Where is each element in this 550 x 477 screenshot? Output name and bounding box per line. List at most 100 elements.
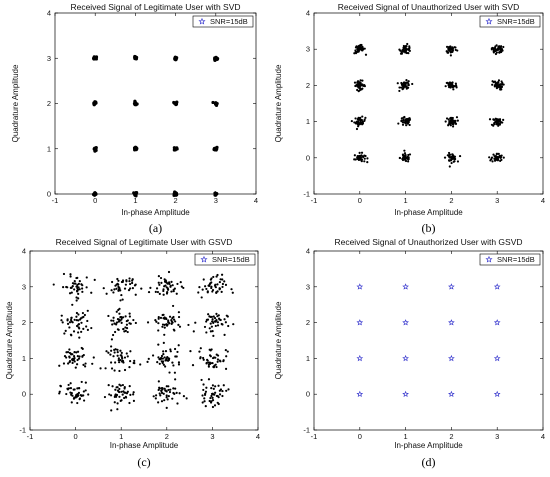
data-point [408,153,412,156]
data-point [492,153,495,156]
data-point [163,356,166,359]
y-tick-label: 3 [306,45,310,54]
data-point [162,313,165,316]
data-point [407,80,410,83]
data-point [66,319,69,322]
y-axis-label: Quadrature Amplitude [5,301,14,379]
x-tick-label: 0 [358,196,362,205]
data-point [451,122,454,126]
data-point [78,397,82,400]
data-point [72,388,75,391]
data-point [134,321,137,325]
data-point [447,159,451,162]
x-tick-label: 3 [214,196,218,205]
y-tick-label: -1 [19,426,26,435]
data-point [110,367,114,370]
data-point [498,85,501,88]
data-point [131,281,134,285]
data-point [458,154,462,158]
data-point [177,311,181,314]
data-point [204,392,207,395]
data-point [66,322,70,326]
data-point [102,287,105,290]
data-point [116,354,119,357]
data-point [443,156,447,159]
data-point [174,378,177,381]
data-point [107,384,110,387]
data-point [221,394,224,398]
data-point [356,354,364,362]
data-point [407,160,410,163]
data-point [125,352,128,355]
data-point [357,121,360,124]
data-point [493,319,501,326]
data-point [400,81,403,85]
data-point [146,321,150,324]
data-point [125,319,128,323]
data-point [72,397,76,400]
data-point [397,122,400,125]
data-point [361,79,364,82]
data-point [500,88,503,91]
data-point [451,49,454,53]
data-point [78,355,81,358]
data-point [359,84,362,87]
data-point [204,285,207,288]
data-point [224,321,227,324]
data-point [117,357,120,360]
data-point [176,350,179,354]
data-point [198,350,201,353]
data-point [214,363,217,366]
data-point [171,304,175,308]
data-point [84,381,87,384]
data-point [359,48,363,51]
data-point [121,298,124,301]
data-point [81,394,84,397]
data-point [497,81,500,84]
data-point [204,390,208,393]
data-point [209,401,213,404]
y-tick-label: 4 [306,9,310,18]
data-point [120,354,123,357]
data-point [110,345,113,348]
data-point [218,359,221,362]
data-point [447,48,450,52]
data-point [210,348,213,351]
data-point [408,49,411,52]
data-point [360,151,364,154]
data-point [119,289,122,292]
data-point [356,390,364,398]
data-point [124,395,127,398]
data-point [92,102,96,106]
data-point [451,47,454,50]
data-point [172,328,175,331]
data-point [116,277,119,281]
data-point [185,397,188,400]
data-point [493,354,501,362]
data-point [165,394,168,397]
data-point [178,325,182,328]
data-point [99,367,102,370]
data-point [363,85,366,88]
data-point [110,338,114,341]
data-point [491,46,494,50]
data-point [160,360,163,363]
data-point [201,401,204,404]
data-point [128,312,131,315]
x-tick-label: 1 [119,432,123,441]
data-point [164,317,168,320]
data-point [454,48,457,52]
data-point [166,398,169,401]
data-point [359,79,362,82]
data-point [162,363,165,366]
data-point [74,366,77,369]
data-point [211,330,214,333]
data-point [124,329,127,332]
data-point [402,48,406,52]
data-point [220,290,223,293]
data-point [155,394,158,397]
data-point [216,324,220,327]
data-point [448,156,451,159]
data-point [448,165,451,168]
data-point [218,287,221,290]
